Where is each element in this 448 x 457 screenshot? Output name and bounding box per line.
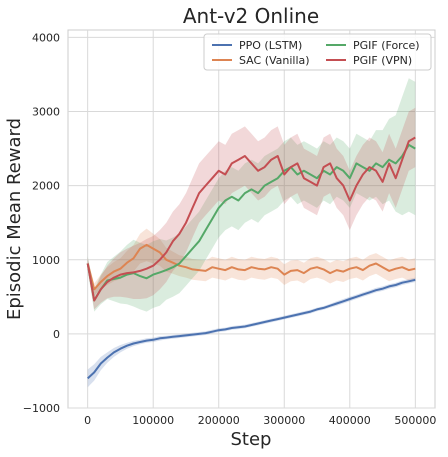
band-pgif-vpn (87, 107, 416, 310)
chart-title: Ant-v2 Online (183, 4, 319, 28)
y-tick-labels: −1000 0 1000 2000 3000 4000 (23, 31, 60, 415)
legend: PPO (LSTM) SAC (Vanilla) PGIF (Force) PG… (203, 33, 432, 71)
y-tick-label: 1000 (32, 254, 60, 267)
x-tick-labels: 0 100000 200000 300000 400000 500000 (84, 414, 436, 427)
legend-label-ppo-lstm: PPO (LSTM) (239, 39, 302, 52)
series-line-ppo-lstm (87, 278, 416, 380)
y-tick-label: 3000 (32, 106, 60, 119)
x-tick-label: 400000 (329, 414, 371, 427)
y-axis-label: Episodic Mean Reward (4, 118, 25, 320)
grid (68, 30, 435, 409)
y-tick-label: 2000 (32, 180, 60, 193)
y-tick-label: 0 (53, 328, 60, 341)
series-line-pgif-vpn (86, 136, 416, 302)
legend-label-pgif-force: PGIF (Force) (353, 39, 420, 52)
x-tick-label: 0 (84, 414, 91, 427)
series-line-pgif-force (86, 143, 416, 302)
y-tick-label: −1000 (23, 402, 60, 415)
band-pgif-force (87, 78, 416, 312)
series-line-sac-vanilla (86, 243, 416, 291)
series-lines (86, 136, 416, 380)
legend-label-pgif-vpn: PGIF (VPN) (353, 54, 412, 67)
legend-label-sac-vanilla: SAC (Vanilla) (239, 54, 310, 67)
x-tick-label: 200000 (198, 414, 240, 427)
x-axis-label: Step (231, 429, 272, 450)
x-tick-label: 300000 (263, 414, 305, 427)
legend-box (203, 33, 432, 71)
x-tick-label: 100000 (132, 414, 174, 427)
band-sac-vanilla (87, 228, 416, 296)
x-tick-label: 500000 (394, 414, 436, 427)
y-tick-label: 4000 (32, 31, 60, 44)
